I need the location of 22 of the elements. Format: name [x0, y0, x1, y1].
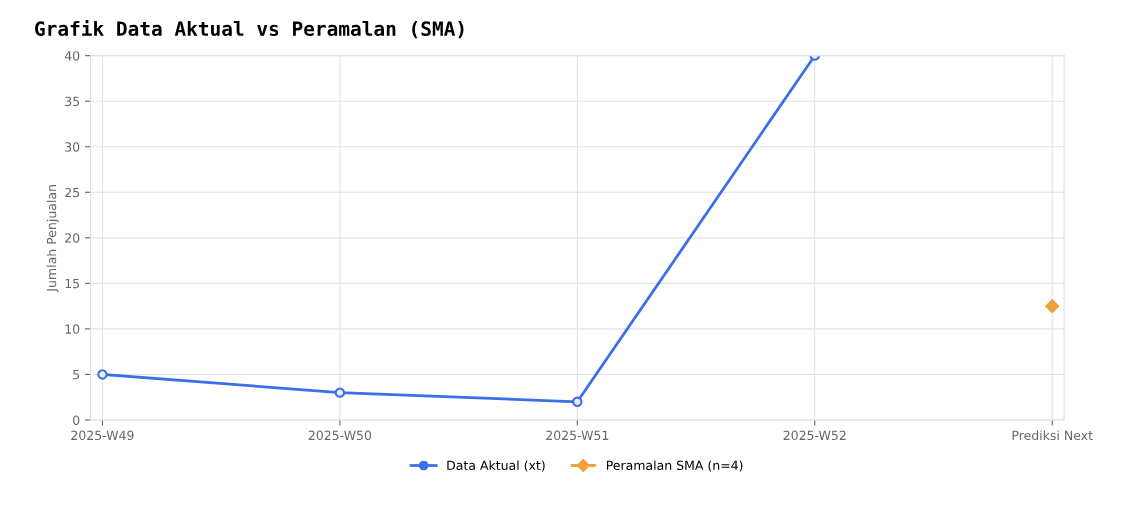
x-tick-label: 2025-W51 [546, 430, 609, 441]
y-tick-label: 40 [64, 51, 80, 61]
x-tick-label: 2025-W52 [783, 430, 846, 441]
chart-title: Grafik Data Aktual vs Peramalan (SMA) [35, 19, 464, 39]
y-axis-title: Jumlah Penjualan [46, 185, 59, 293]
point [572, 396, 583, 407]
y-tick-label: 35 [65, 96, 80, 107]
x-tick-label: Prediksi Next [1012, 430, 1093, 441]
x-tick-label: 2025-W49 [71, 430, 134, 441]
y-tick-label: 5 [73, 370, 80, 380]
point [1045, 299, 1060, 314]
legend-label: Peramalan SMA (n=4) [606, 460, 743, 472]
x-tick-label: 2025-W50 [308, 430, 372, 441]
y-tick-label: 0 [73, 415, 80, 425]
y-tick-label: 20 [65, 233, 80, 243]
point [334, 387, 346, 398]
y-tick-label: 25 [65, 187, 80, 198]
legend-label: Data Aktual (xt) [447, 460, 545, 472]
y-tick-label: 30 [65, 142, 80, 152]
point [97, 369, 108, 380]
y-tick-label: 15 [65, 279, 80, 289]
y-tick-label: 10 [65, 324, 80, 334]
